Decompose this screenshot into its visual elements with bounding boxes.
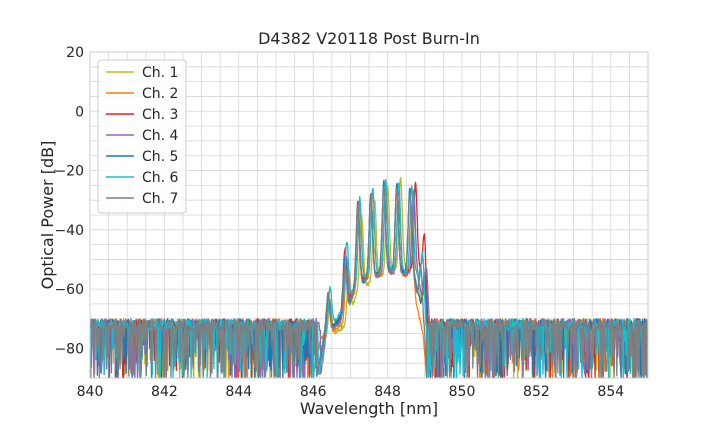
- legend-label: Ch. 2: [142, 86, 178, 102]
- x-tick-label: 844: [225, 384, 252, 400]
- legend-label: Ch. 3: [142, 107, 178, 123]
- y-tick-label: −20: [54, 164, 84, 180]
- series-layer: [89, 176, 649, 379]
- x-tick-label: 852: [523, 384, 550, 400]
- legend-label: Ch. 6: [142, 170, 179, 186]
- series-line-ch-7: [89, 186, 649, 379]
- x-tick-label: 854: [597, 384, 624, 400]
- legend-label: Ch. 1: [142, 65, 178, 81]
- x-axis-label: Wavelength [nm]: [300, 399, 438, 418]
- y-tick-label: −60: [54, 282, 84, 298]
- legend: Ch. 1 Ch. 2 Ch. 3 Ch. 4 Ch. 5 Ch. 6 Ch. 7: [97, 59, 187, 214]
- plot-frame: [89, 51, 649, 379]
- chart-title: D4382 V20118 Post Burn-In: [258, 29, 480, 48]
- x-tick-label: 846: [300, 384, 327, 400]
- x-tick-label: 840: [77, 384, 104, 400]
- y-tick-label: 0: [75, 104, 84, 120]
- x-tick-label: 842: [151, 384, 178, 400]
- y-axis-label: Optical Power [dB]: [38, 141, 57, 290]
- y-tick-label: 20: [66, 45, 84, 61]
- x-axis-ticks: 840 842 844 846 848 850 852 854: [77, 384, 625, 400]
- legend-box: [97, 59, 187, 214]
- legend-label: Ch. 4: [142, 128, 179, 144]
- y-axis-ticks: 20 0 −20 −40 −60 −80: [54, 45, 84, 357]
- legend-label: Ch. 5: [142, 149, 178, 165]
- x-tick-label: 848: [374, 384, 401, 400]
- x-tick-label: 850: [449, 384, 476, 400]
- y-tick-label: −40: [54, 223, 84, 239]
- legend-label: Ch. 7: [142, 191, 178, 207]
- y-tick-label: −80: [54, 341, 84, 357]
